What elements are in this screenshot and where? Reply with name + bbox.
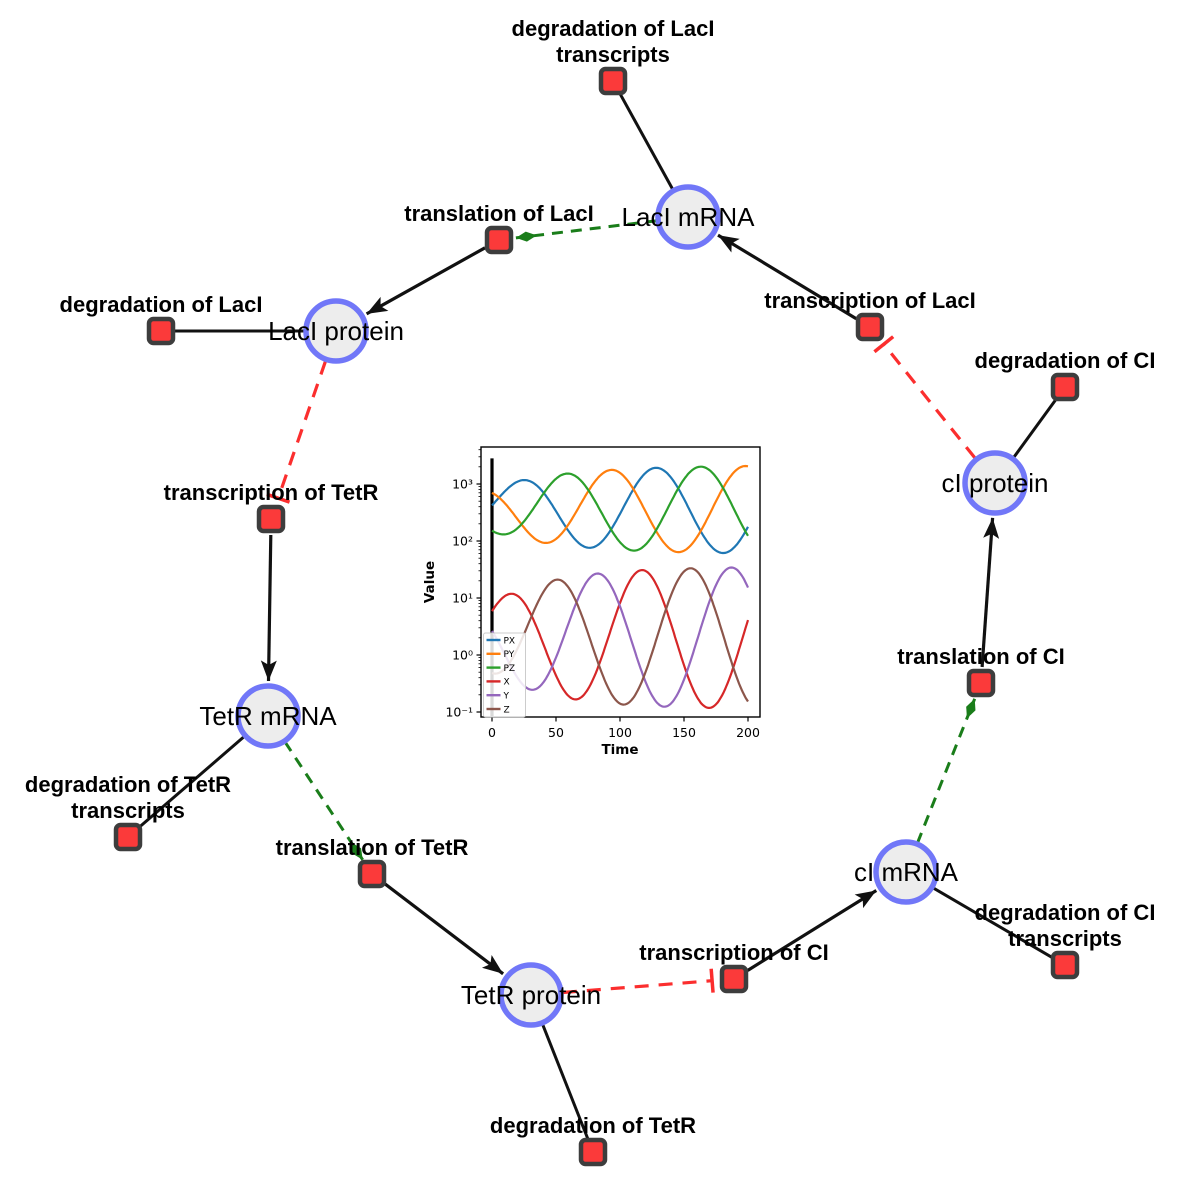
legend-entry-PX: PX	[504, 636, 516, 646]
reaction-label-deg_lacI_tx: transcripts	[556, 42, 670, 67]
reaction-node-deg_cI_tx[interactable]	[1050, 950, 1080, 980]
y-tick-label: 10¹	[452, 591, 473, 606]
edge-product-tl_cI-cI_protein	[980, 517, 1000, 668]
chart-legend: PX PY PZ XYZ	[483, 632, 526, 718]
species-label-tetR_protein: TetR protein	[461, 980, 601, 1010]
chart-y-axis-label: Value	[422, 561, 438, 603]
reaction-label-deg_lacI_tx: degradation of LacI	[512, 16, 715, 41]
reaction-label-deg_tetR: degradation of TetR	[490, 1113, 696, 1138]
series-curve-PX	[491, 466, 749, 555]
edge-reactant-tetR_mRNA-deg_tetR_tx	[137, 735, 246, 829]
species-label-cI_mRNA: cI mRNA	[854, 857, 959, 887]
series-curve-Y	[491, 566, 750, 708]
edge-modifier-tetR_mRNA-tl_tetR	[283, 741, 364, 861]
reaction-label-tx_lacI: transcription of LacI	[764, 288, 975, 313]
reaction-label-tx_tetR: transcription of TetR	[164, 480, 379, 505]
reaction-label-tl_lacI: translation of LacI	[404, 201, 593, 226]
legend-entry-Z: Z	[504, 705, 510, 715]
edge-reactant-lacI_mRNA-deg_lacI_tx	[618, 92, 675, 191]
species-node-lacI_protein[interactable]	[303, 298, 369, 364]
edge-reactant-cI_mRNA-deg_cI_tx	[932, 886, 1054, 960]
reaction-node-tl_lacI[interactable]	[484, 225, 514, 255]
reaction-label-deg_tetR_tx: degradation of TetR	[25, 772, 231, 797]
species-node-lacI_mRNA[interactable]	[655, 184, 721, 250]
x-axis-ticks: 0 50 100 150 200	[488, 717, 760, 740]
species-node-cI_protein[interactable]	[962, 450, 1028, 516]
reaction-label-deg_cI_tx: degradation of CI	[975, 900, 1156, 925]
y-tick-label: 10²	[452, 534, 473, 549]
species-node-tetR_mRNA[interactable]	[235, 683, 301, 749]
reaction-label-deg_cI: degradation of CI	[975, 348, 1156, 373]
y-tick-label: 10³	[452, 477, 473, 492]
x-tick-label: 50	[548, 725, 564, 740]
reaction-label-deg_tetR_tx: transcripts	[71, 798, 185, 823]
species-label-cI_protein: cI protein	[942, 468, 1049, 498]
edge-inhibition-lacI_protein-tx_tetR	[266, 360, 328, 504]
legend-entry-Y: Y	[503, 692, 510, 702]
edge-inhibition-tetR_protein-tx_cI	[562, 968, 715, 995]
edge-reactant-cI_protein-deg_cI	[1012, 397, 1059, 459]
edges	[137, 92, 1059, 1140]
x-tick-label: 0	[488, 725, 496, 740]
species-node-cI_mRNA[interactable]	[873, 839, 939, 905]
y-axis-ticks: 10⁻¹ 10⁰ 10¹ 10² 10³	[445, 449, 481, 720]
x-tick-label: 150	[672, 725, 696, 740]
species-label-tetR_mRNA: TetR mRNA	[199, 701, 337, 731]
series-curve-Z	[491, 567, 749, 706]
reaction-node-tl_tetR[interactable]	[357, 859, 387, 889]
species-label-lacI_protein: LacI protein	[268, 316, 404, 346]
reaction-label-deg_cI_tx: transcripts	[1008, 926, 1122, 951]
edge-product-tl_lacI-lacI_protein	[365, 246, 486, 316]
nodes	[113, 66, 1080, 1167]
edge-modifier-cI_mRNA-tl_cI	[916, 698, 977, 844]
series-curve-PZ	[491, 465, 749, 552]
reaction-node-tx_tetR[interactable]	[256, 504, 286, 534]
reaction-label-tl_cI: translation of CI	[897, 644, 1064, 669]
x-tick-label: 200	[736, 725, 760, 740]
x-tick-label: 100	[608, 725, 632, 740]
species-node-tetR_protein[interactable]	[498, 962, 564, 1028]
reaction-label-tl_tetR: translation of TetR	[276, 835, 469, 860]
y-tick-label: 10⁰	[452, 648, 473, 663]
reaction-node-deg_lacI[interactable]	[146, 316, 176, 346]
inset-chart: 0 50 100 150 20010⁻¹10⁰10¹10²10³TimeValuePXP…	[422, 437, 777, 760]
reaction-node-deg_lacI_tx[interactable]	[598, 66, 628, 96]
reaction-node-deg_cI[interactable]	[1050, 372, 1080, 402]
edge-product-tx_cI-cI_mRNA	[746, 889, 878, 972]
reaction-node-tl_cI[interactable]	[966, 668, 996, 698]
series-curve-PY	[491, 464, 749, 554]
edge-inhibition-cI_protein-tx_lacI	[873, 335, 977, 460]
series-curve-X	[491, 569, 750, 709]
inset-figure-background	[424, 437, 777, 760]
chart-x-axis-label: Time	[601, 742, 638, 758]
edge-product-tx_tetR-tetR_mRNA	[260, 534, 277, 682]
reaction-node-tx_cI[interactable]	[719, 964, 749, 994]
edge-reactant-tetR_protein-deg_tetR	[541, 1023, 590, 1140]
reaction-node-deg_tetR_tx[interactable]	[113, 822, 143, 852]
reaction-node-deg_tetR[interactable]	[578, 1137, 608, 1167]
y-tick-label: 10⁻¹	[445, 705, 473, 720]
reaction-label-tx_cI: transcription of CI	[639, 940, 828, 965]
reaction-label-deg_lacI: degradation of LacI	[60, 292, 263, 317]
edge-product-tx_lacI-lacI_mRNA	[717, 233, 858, 321]
legend-entry-PY: PY	[504, 650, 515, 660]
reaction-node-tx_lacI[interactable]	[855, 312, 885, 342]
legend-entry-PZ: PZ	[504, 664, 516, 674]
edge-product-tl_tetR-tetR_protein	[383, 882, 505, 976]
labels: degradation of LacItranscriptstranslatio…	[25, 16, 1156, 1138]
species-label-lacI_mRNA: LacI mRNA	[622, 202, 756, 232]
edge-modifier-lacI_mRNA-tl_lacI	[515, 219, 658, 242]
legend-entry-X: X	[504, 678, 510, 688]
